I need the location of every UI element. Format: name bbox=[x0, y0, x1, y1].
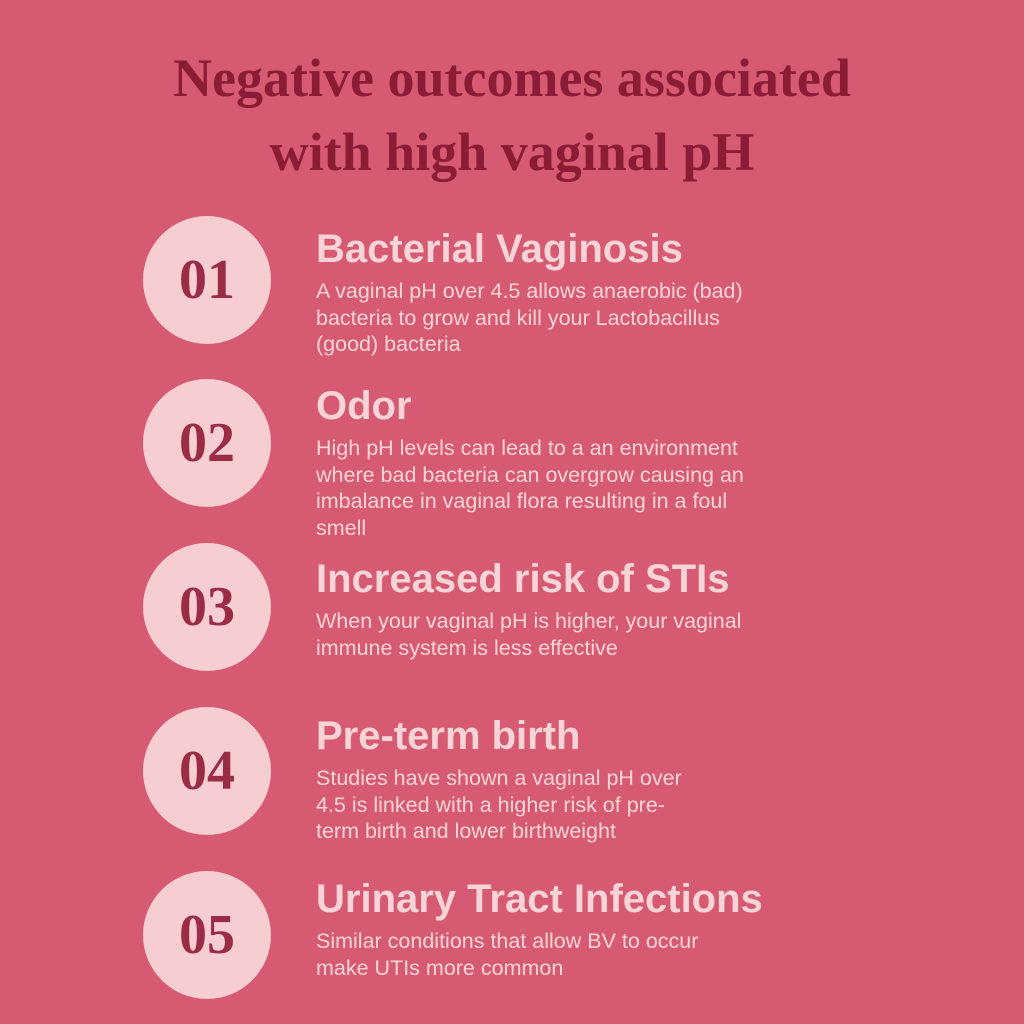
outcome-description: A vaginal pH over 4.5 allows anaerobic (… bbox=[316, 279, 743, 303]
title: Negative outcomes associated bbox=[173, 48, 851, 108]
outcome-description: smell bbox=[316, 515, 367, 540]
outcome-heading: Bacterial Vaginosis bbox=[316, 227, 683, 271]
outcome-description: Similar conditions that allow BV to occu… bbox=[316, 929, 699, 953]
outcome-item: Increased risk of STIs When your vaginal … bbox=[316, 556, 956, 661]
outcome-heading: Urinary Tract Infections bbox=[316, 877, 763, 921]
outcome-heading: Increased risk of STIs bbox=[316, 557, 730, 601]
outcome-item: Pre-term birth Studies have shown a vagin… bbox=[316, 713, 956, 845]
outcome-heading: Odor bbox=[316, 384, 412, 428]
outcome-item: Odor High pH levels can lead to a an envi… bbox=[316, 383, 956, 541]
outcome-description: bacteria to grow and kill your Lactobaci… bbox=[316, 305, 720, 330]
outcome-description: immune system is less effective bbox=[316, 635, 618, 660]
number-badge: 01 bbox=[143, 216, 271, 344]
number-badge: 05 bbox=[143, 871, 271, 999]
outcome-description: Studies have shown a vaginal pH over bbox=[316, 766, 682, 790]
outcome-description: High pH levels can lead to a an environm… bbox=[316, 436, 738, 460]
outcome-heading: Pre-term birth bbox=[316, 714, 581, 758]
number-badge: 04 bbox=[143, 707, 271, 835]
outcome-description: term birth and lower birthweight bbox=[316, 819, 616, 843]
outcome-description: imbalance in vaginal flora resulting in … bbox=[316, 489, 728, 513]
title: with high vaginal pH bbox=[269, 122, 755, 182]
number-badge: 02 bbox=[143, 379, 271, 507]
outcome-description: When your vaginal pH is higher, your vag… bbox=[316, 609, 742, 633]
outcome-description: (good) bacteria bbox=[316, 332, 461, 356]
number-badge: 03 bbox=[143, 543, 271, 671]
outcome-item: Urinary Tract Infections Similar conditio… bbox=[316, 876, 956, 981]
outcome-description: make UTIs more common bbox=[316, 955, 564, 980]
outcome-item: Bacterial Vaginosis A vaginal pH over 4.5… bbox=[316, 226, 956, 358]
outcome-description: where bad bacteria can overgrow causing … bbox=[316, 462, 744, 487]
outcome-description: 4.5 is linked with a higher risk of pre- bbox=[316, 792, 665, 817]
